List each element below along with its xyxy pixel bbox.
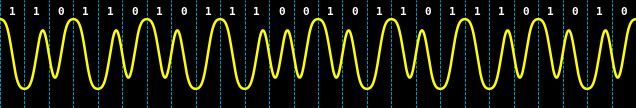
Text: 0: 0	[302, 7, 309, 17]
Text: 0: 0	[620, 7, 627, 17]
Text: 1: 1	[205, 7, 211, 17]
Text: 1: 1	[547, 7, 554, 17]
Text: 1: 1	[82, 7, 89, 17]
Text: 0: 0	[278, 7, 285, 17]
Text: 1: 1	[474, 7, 480, 17]
Text: 1: 1	[376, 7, 382, 17]
Text: 1: 1	[229, 7, 236, 17]
Text: 1: 1	[400, 7, 407, 17]
Text: 1: 1	[327, 7, 334, 17]
Text: 0: 0	[58, 7, 64, 17]
Text: 0: 0	[425, 7, 431, 17]
Text: 0: 0	[131, 7, 138, 17]
Text: 1: 1	[449, 7, 456, 17]
Text: 1: 1	[254, 7, 260, 17]
Text: 1: 1	[596, 7, 603, 17]
Text: 0: 0	[351, 7, 358, 17]
Text: 1: 1	[33, 7, 40, 17]
Text: 1: 1	[156, 7, 162, 17]
Text: 0: 0	[180, 7, 187, 17]
Text: 1: 1	[9, 7, 16, 17]
Text: 1: 1	[107, 7, 113, 17]
Text: 0: 0	[523, 7, 529, 17]
Text: 0: 0	[572, 7, 578, 17]
Text: 1: 1	[498, 7, 505, 17]
